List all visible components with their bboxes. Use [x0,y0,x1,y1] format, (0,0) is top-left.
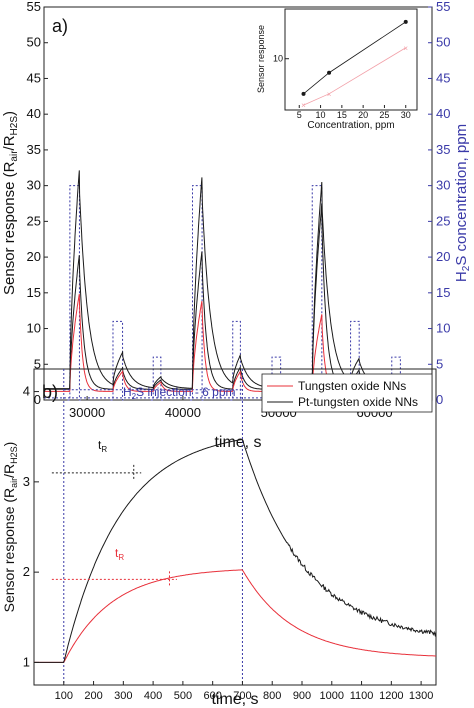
panel-a-label: a) [52,16,68,36]
inset-point: × [327,90,332,99]
inset-ylabel: Sensor response [256,25,266,93]
x-tick-label: 1000 [320,690,344,702]
y-tick-label-right: 40 [436,106,450,121]
concentration-pulse [190,185,205,401]
y-tick-label-right: 20 [436,249,450,264]
panel-b-ylabel: Sensor response (Rair/RH2S) [1,442,19,613]
y-tick-label: 50 [27,35,41,50]
y-tick-label: 55 [27,0,41,14]
x-tick-label: 40000 [165,405,201,420]
inset-x-tick-label: 15 [337,110,347,120]
inset-x-tick-label: 10 [316,110,326,120]
y-tick-label: 0 [34,392,41,407]
inset-series: × × × [301,19,408,110]
x-tick-label: 300 [114,690,132,702]
x-tick-label: 900 [293,690,311,702]
x-tick-label: 30000 [69,405,105,420]
x-tick-label: 1300 [409,690,433,702]
y-tick-label-right: 25 [436,213,450,228]
y-tick-label-right: 55 [436,0,450,14]
y-tick-label: 3 [23,474,30,489]
y-tick-label: 1 [23,654,30,669]
x-tick-label: 100 [55,690,73,702]
x-tick-label: 700 [233,690,251,702]
panel-a-ylabel: Sensor response (Rair/RH2S) [1,111,20,295]
panel-a-ylabel-right: H2S concentration, ppm [453,124,472,282]
inset-point [403,19,408,24]
inset-point [301,91,306,96]
y-tick-label-right: 50 [436,35,450,50]
inset-point [327,70,332,75]
panel-b-axes: 1 2 3 4 100 200 300 400 500 600 700 800 900 1000 1100 1… [23,384,434,702]
panel-a-frame [43,6,433,401]
panel-a-inset: × × × 5 10 15 20 25 30 10 Concentration, ppm Sen… [256,8,418,131]
y-tick-label: 5 [34,356,41,371]
inset-y-tick-label: 10 [273,54,283,64]
y-tick-label: 15 [27,285,41,300]
pt-tungsten-oxide-curve [34,438,437,663]
pt-tungsten-oxide-curve [44,170,432,390]
y-tick-label: 2 [23,564,30,579]
concentration-pulse [150,356,164,401]
y-tick-label-right: 30 [436,178,450,193]
inset-x-tick-label: 5 [297,110,302,120]
y-tick-label: 4 [23,384,30,399]
y-tick-label-right: 35 [436,142,450,157]
inset-x-tick-label: 30 [401,110,411,120]
inset-series-line [303,47,406,106]
panel-b-series [34,369,437,685]
h2s-injection-annotation: H2S injection - 6 ppm [123,385,236,401]
x-tick-label: 800 [263,690,281,702]
legend-box [261,373,433,413]
x-tick-label: 600 [203,690,221,702]
inset-axes: 5 10 15 20 25 30 10 [273,54,411,120]
panel-a-series [44,170,432,401]
inset-point: × [301,101,306,110]
x-tick-label: 200 [84,690,102,702]
tr-label-black: tR [98,438,107,454]
panel-a-xlabel: time, s [214,434,261,451]
concentration-pulse [110,320,125,401]
x-tick-label: 500 [174,690,192,702]
inset-x-tick-label: 25 [379,110,389,120]
concentration-pulse [230,320,243,401]
y-tick-label: 30 [27,178,41,193]
legend-label-tungsten: Tungsten oxide NNs [298,379,406,393]
y-tick-label: 20 [27,249,41,264]
y-tick-label-right: 5 [436,356,443,371]
tr-label-red: tR [115,546,124,562]
inset-frame [284,8,418,111]
panel-b-label: b) [42,382,58,402]
concentration-pulse [67,185,82,401]
inset-x-tick-label: 20 [358,110,368,120]
y-tick-label: 40 [27,106,41,121]
y-tick-label-right: 45 [436,70,450,85]
y-tick-label: 35 [27,142,41,157]
x-tick-label: 400 [144,690,162,702]
y-tick-label-right: 0 [436,392,443,407]
inset-point: × [403,44,408,53]
tungsten-oxide-curve [34,569,436,663]
y-tick-label: 25 [27,213,41,228]
x-tick-label: 1200 [379,690,403,702]
y-tick-label: 10 [27,321,41,336]
y-tick-label-right: 10 [436,321,450,336]
y-tick-label: 45 [27,70,41,85]
inset-xlabel: Concentration, ppm [307,120,394,131]
y-tick-label-right: 15 [436,285,450,300]
panel-b-frame [33,368,437,686]
x-tick-label: 1100 [350,690,374,702]
legend: Tungsten oxide NNs Pt-tungsten oxide NNs [261,373,433,413]
panel-b-xlabel: time, s [211,691,258,708]
legend-label-pt-tungsten: Pt-tungsten oxide NNs [298,395,418,409]
